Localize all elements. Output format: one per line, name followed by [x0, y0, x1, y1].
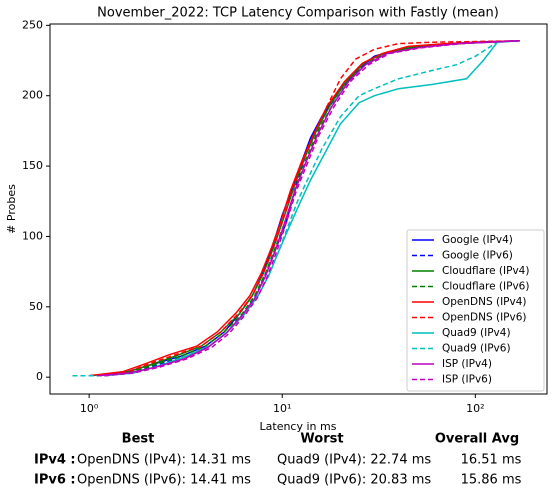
line	[97, 40, 520, 377]
summary-row-label: IPv4 :	[34, 453, 76, 468]
x-axis-label: Latency in ms	[260, 420, 337, 433]
y-axis-label: # Probes	[5, 184, 18, 234]
y-tick-label: 50	[29, 300, 43, 313]
summary-best: OpenDNS (IPv6): 14.41 ms	[77, 473, 251, 488]
line	[72, 40, 520, 377]
legend-label: Quad9 (IPv6)	[442, 343, 511, 355]
x-tick-label: 10¹	[273, 402, 291, 415]
plot-frame	[49, 23, 548, 395]
x-tick-label: 10⁰	[80, 402, 99, 415]
summary-row-label: IPv6 :	[34, 473, 76, 488]
legend-label: ISP (IPv4)	[442, 358, 492, 370]
summary-avg: 15.86 ms	[461, 473, 522, 488]
legend-box	[406, 229, 545, 392]
y-tick-label: 200	[22, 89, 43, 102]
summary-best: OpenDNS (IPv4): 14.31 ms	[77, 453, 251, 468]
line	[89, 40, 520, 377]
y-tick-label: 150	[22, 159, 43, 172]
summary-avg: 16.51 ms	[461, 453, 522, 468]
line	[104, 40, 520, 377]
legend-label: Cloudflare (IPv6)	[442, 281, 529, 293]
x-tick-label: 10²	[466, 402, 484, 415]
line	[97, 40, 520, 377]
legend-label: ISP (IPv6)	[442, 374, 492, 386]
y-tick-label: 250	[22, 18, 43, 31]
legend-label: Google (IPv6)	[442, 250, 513, 262]
legend-label: OpenDNS (IPv4)	[442, 296, 527, 308]
summary-header: Best	[122, 432, 155, 447]
chart-title: November_2022: TCP Latency Comparison wi…	[97, 6, 499, 21]
summary-header: Worst	[300, 432, 343, 447]
summary-worst: Quad9 (IPv4): 22.74 ms	[277, 453, 431, 468]
legend-label: Cloudflare (IPv4)	[442, 265, 529, 277]
summary-worst: Quad9 (IPv6): 20.83 ms	[277, 473, 431, 488]
legend-label: Quad9 (IPv4)	[442, 327, 511, 339]
y-tick-label: 0	[36, 370, 43, 383]
legend-label: OpenDNS (IPv6)	[442, 312, 527, 324]
summary-header: Overall Avg	[435, 432, 519, 447]
y-tick-label: 100	[22, 229, 43, 242]
legend-label: Google (IPv4)	[442, 234, 513, 246]
